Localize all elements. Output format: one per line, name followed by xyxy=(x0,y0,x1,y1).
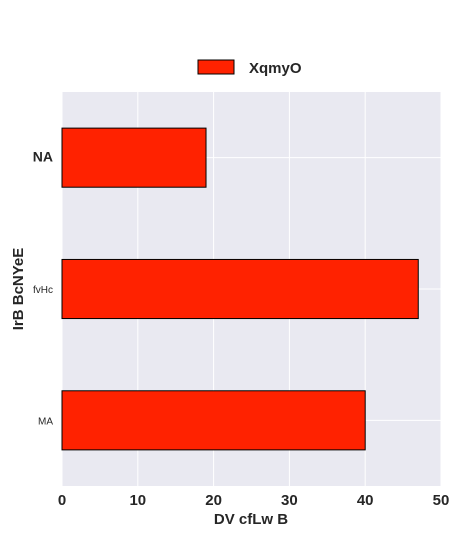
bars xyxy=(61,127,419,451)
bar-fvHc xyxy=(61,258,419,320)
bar-MA xyxy=(61,390,366,451)
y-category-labels: NA fvHc MA xyxy=(33,149,54,428)
y-axis-title: IrB BcNYeE xyxy=(10,248,27,331)
x-tick-labels: 0 10 20 30 40 50 xyxy=(58,492,450,509)
legend-swatch xyxy=(197,59,235,75)
y-category-label: MA xyxy=(38,416,53,427)
x-tick-label: 30 xyxy=(281,492,298,509)
legend: XqmyO xyxy=(197,59,302,77)
x-tick-label: 40 xyxy=(357,492,374,509)
x-tick-label: 50 xyxy=(433,492,450,509)
x-tick-label: 0 xyxy=(58,492,66,509)
x-axis-title: DV cfLw B xyxy=(214,511,288,528)
y-category-label: fvHc xyxy=(33,285,53,296)
y-category-label: NA xyxy=(33,149,53,165)
x-tick-label: 20 xyxy=(205,492,222,509)
x-tick-label: 10 xyxy=(129,492,146,509)
legend-label: XqmyO xyxy=(249,60,302,77)
bar-NA xyxy=(61,127,207,188)
